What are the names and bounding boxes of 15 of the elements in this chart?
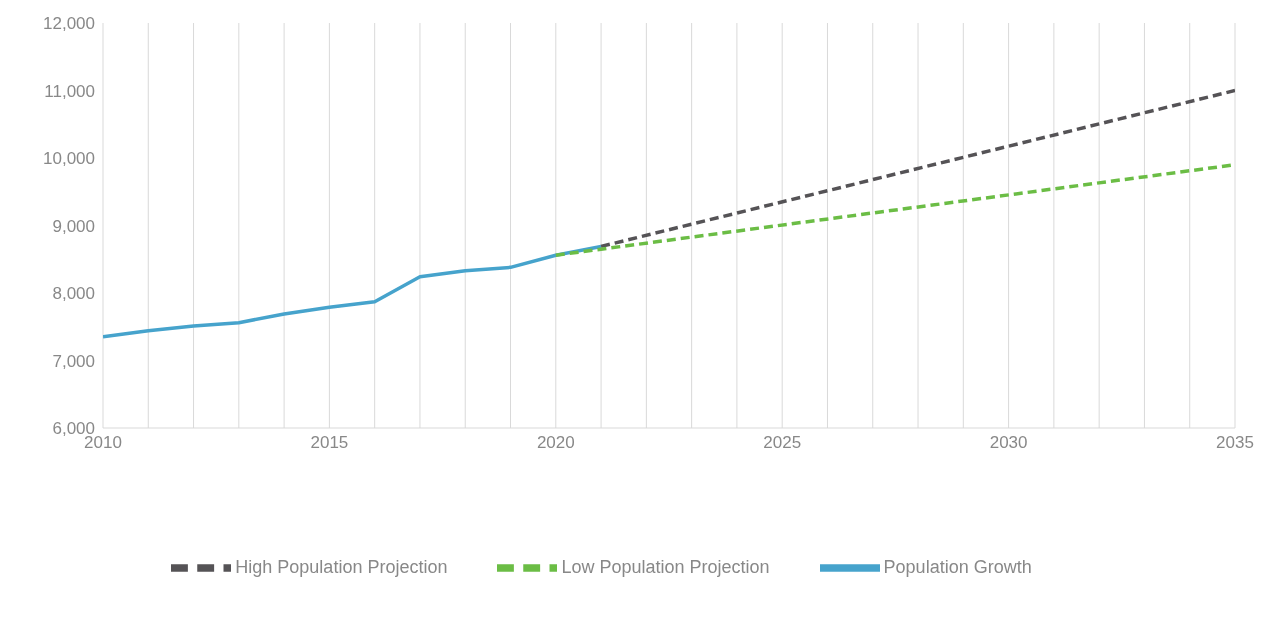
legend-label: Low Population Projection <box>561 556 770 577</box>
y-tick-label: 12,000 <box>43 14 95 34</box>
y-tick-label: 8,000 <box>52 284 95 304</box>
x-tick-label: 2025 <box>763 433 802 453</box>
y-tick-label: 11,000 <box>44 81 95 101</box>
line-series <box>103 244 603 339</box>
legend-label: Population Growth <box>883 556 1032 577</box>
x-tick-label: 2015 <box>310 433 349 453</box>
x-tick-label: 2020 <box>536 433 575 453</box>
x-tick-label: 2030 <box>989 433 1028 453</box>
y-tick-label: 9,000 <box>52 216 95 236</box>
y-tick-label: 10,000 <box>43 149 95 169</box>
legend-label: High Population Projection <box>235 556 448 577</box>
y-tick-label: 7,000 <box>52 351 95 371</box>
x-tick-label: 2035 <box>1216 433 1254 453</box>
